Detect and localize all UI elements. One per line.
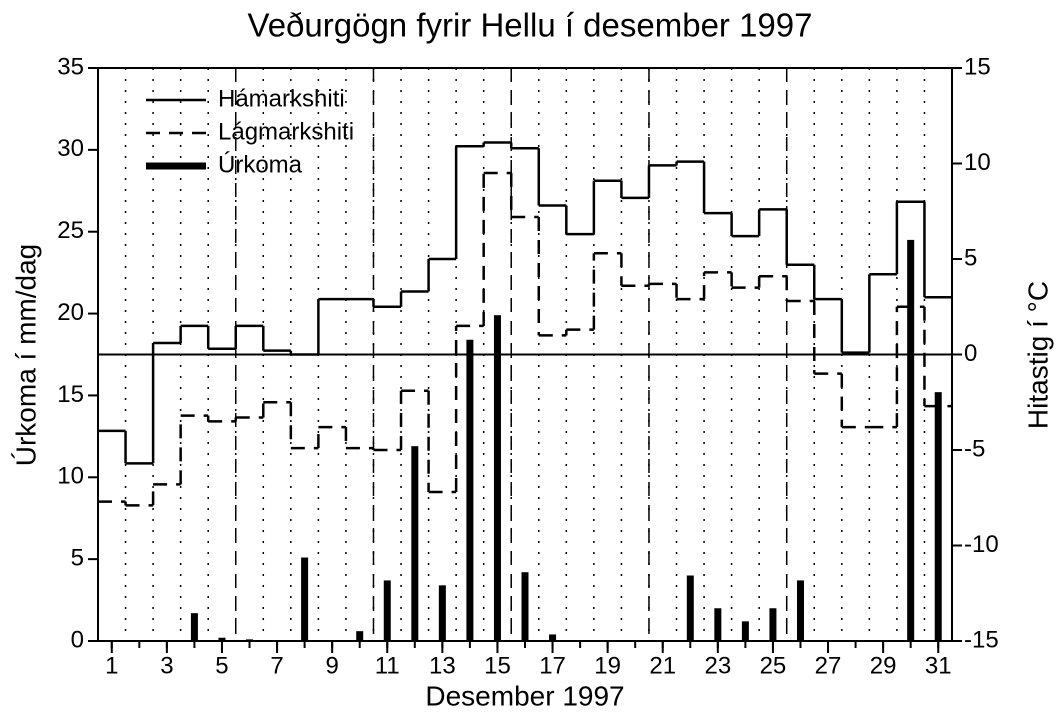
y2-tick-label: -15 xyxy=(964,626,999,653)
y2-tick-label: 10 xyxy=(964,149,991,176)
bar xyxy=(246,639,254,641)
y-tick-label: 10 xyxy=(57,463,84,490)
x-tick-label: 19 xyxy=(594,652,621,679)
bar xyxy=(301,557,309,641)
legend-label: Hámarkshiti xyxy=(218,85,345,112)
y2-tick-label: 15 xyxy=(964,53,991,80)
bar xyxy=(549,634,557,641)
bar xyxy=(521,572,529,641)
bar xyxy=(741,621,749,641)
bar xyxy=(769,608,777,641)
bar xyxy=(796,580,804,641)
y-tick-label: 0 xyxy=(71,626,84,653)
x-axis-label: Desember 1997 xyxy=(425,680,624,711)
x-tick-label: 13 xyxy=(429,652,456,679)
bar xyxy=(218,637,226,641)
chart-title: Veðurgögn fyrir Hellu í desember 1997 xyxy=(248,7,813,44)
bar xyxy=(438,585,446,641)
y-axis-label: Úrkoma í mm/dag xyxy=(10,244,41,467)
x-tick-label: 11 xyxy=(375,652,400,679)
x-tick-label: 23 xyxy=(704,652,731,679)
x-tick-label: 27 xyxy=(815,652,842,679)
x-tick-label: 25 xyxy=(760,652,787,679)
x-tick-label: 31 xyxy=(925,652,952,679)
x-tick-label: 29 xyxy=(870,652,897,679)
x-tick-label: 21 xyxy=(649,652,676,679)
y2-tick-label: -5 xyxy=(964,435,985,462)
y-tick-label: 30 xyxy=(57,135,84,162)
y2-tick-label: -10 xyxy=(964,531,999,558)
y-tick-label: 5 xyxy=(71,544,84,571)
y2-tick-label: 0 xyxy=(964,340,977,367)
y2-axis-label: Hitastig í °C xyxy=(1022,281,1053,429)
bar xyxy=(714,608,722,641)
y-tick-label: 25 xyxy=(57,217,84,244)
bar xyxy=(686,575,694,641)
bar xyxy=(466,339,474,641)
x-tick-label: 1 xyxy=(105,652,118,679)
bar xyxy=(411,446,419,641)
x-tick-label: 17 xyxy=(539,652,566,679)
y2-tick-label: 5 xyxy=(964,244,977,271)
legend-label: Lágmarkshiti xyxy=(218,118,354,145)
x-tick-label: 3 xyxy=(160,652,173,679)
x-tick-label: 9 xyxy=(325,652,338,679)
legend-label: Úrkoma xyxy=(218,151,303,178)
bar xyxy=(493,315,501,641)
y-tick-label: 35 xyxy=(57,53,84,80)
bar xyxy=(907,239,915,641)
y-tick-label: 20 xyxy=(57,299,84,326)
bar xyxy=(190,613,198,641)
x-tick-label: 15 xyxy=(484,652,511,679)
x-tick-label: 5 xyxy=(215,652,228,679)
y-tick-label: 15 xyxy=(57,381,84,408)
bar xyxy=(934,392,942,641)
bar xyxy=(383,580,391,641)
x-tick-label: 7 xyxy=(270,652,283,679)
bar xyxy=(356,631,364,641)
